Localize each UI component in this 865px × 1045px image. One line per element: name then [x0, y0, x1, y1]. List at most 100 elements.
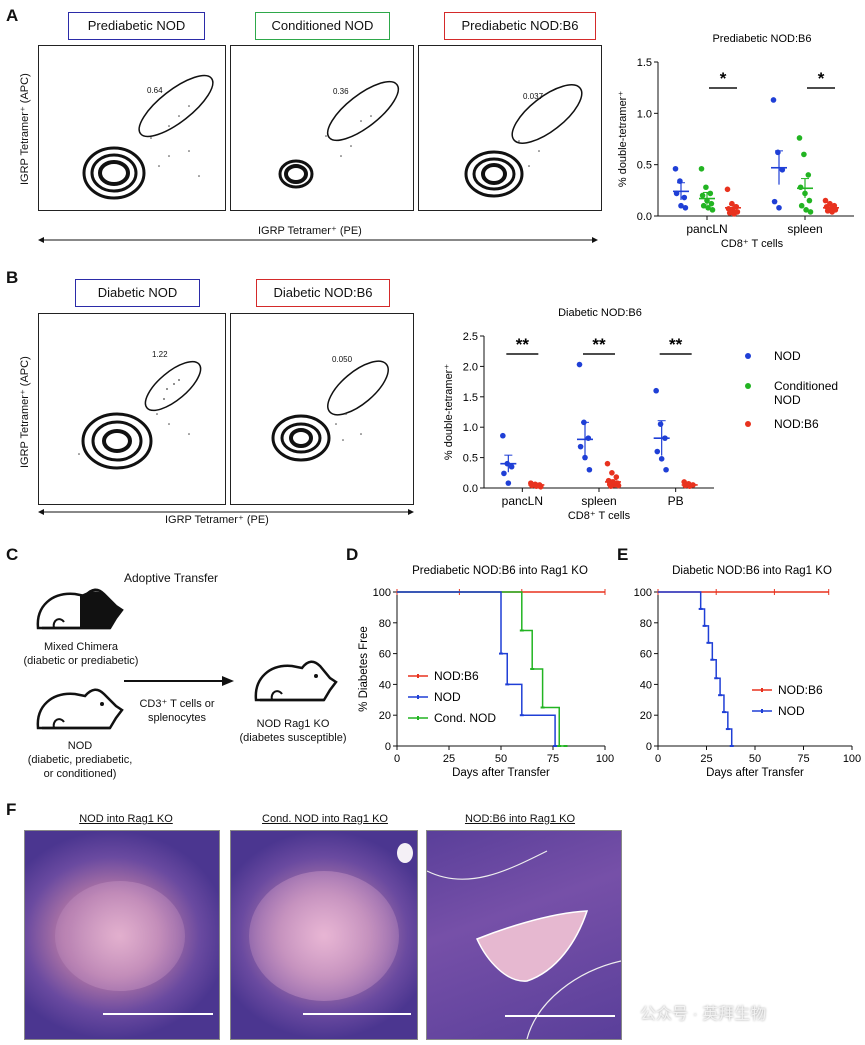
panel-label-e: E [617, 545, 629, 564]
chart-title: Prediabetic NOD:B6 [712, 33, 811, 45]
histology-image-nod-b6 [426, 830, 622, 1040]
data-point [681, 194, 688, 201]
x-tick-label: pancLN [686, 222, 727, 236]
data-point [663, 466, 669, 473]
gate-value-b1: 1.22 [152, 350, 168, 359]
histology-title-1: NOD into Rag1 KO [79, 813, 173, 825]
panel-a-x-arrow [38, 237, 598, 243]
mouse-nod-icon [36, 688, 124, 730]
watermark: 公众号 · 英拜生物 [640, 1006, 767, 1023]
y-tick-label: 1.0 [637, 108, 652, 120]
y-tick-label: 80 [640, 618, 652, 630]
data-point [608, 483, 614, 489]
data-point [806, 197, 813, 204]
x-axis-label: CD8⁺ T cells [568, 510, 631, 522]
flow-plot-a2 [230, 45, 414, 211]
panel-label-b: B [6, 268, 19, 287]
significance-marker: * [818, 69, 825, 88]
data-point [613, 474, 620, 480]
flow-title-a2: Conditioned NOD [255, 12, 390, 40]
data-point [609, 470, 615, 476]
y-tick-label: 1.0 [463, 422, 478, 434]
legend-marker [745, 421, 751, 427]
legend-label: Cond. NOD [434, 711, 496, 725]
chimera-sublabel: (diabetic or prediabetic) [23, 655, 139, 667]
recipient-sublabel: (diabetes susceptible) [239, 732, 347, 744]
mouse-chimera-icon [36, 588, 124, 630]
data-point [508, 463, 515, 470]
panel-a-ylabel: IGRP Tetramer⁺ (APC) [19, 73, 31, 185]
chimera-label: Mixed Chimera [44, 641, 118, 653]
data-point [653, 387, 659, 394]
histology-title-2: Cond. NOD into Rag1 KO [262, 813, 388, 825]
x-tick-label: 25 [700, 753, 712, 765]
x-tick-label: pancLN [502, 494, 543, 508]
mouse-recipient-icon [254, 660, 338, 702]
data-point [796, 135, 803, 141]
data-point [505, 480, 512, 486]
chart-a: Prediabetic NOD:B6 0.0 0.5 1.0 1.5 % double-t… [617, 33, 854, 250]
data-point [771, 198, 778, 205]
histology-image-nod [24, 830, 220, 1040]
flow-plot-a1 [38, 45, 226, 211]
islet-region-2 [249, 871, 399, 1001]
data-point [829, 209, 835, 215]
x-tick-label: 0 [655, 753, 661, 765]
y-tick-label: 40 [379, 679, 391, 691]
panel-b-ylabel: IGRP Tetramer⁺ (APC) [19, 356, 31, 468]
panel-a-xlabel: IGRP Tetramer⁺ (PE) [258, 225, 362, 237]
histology-title-3: NOD:B6 into Rag1 KO [464, 813, 576, 825]
data-point [807, 209, 814, 215]
y-axis-label: % double-tetramer⁺ [617, 91, 629, 187]
data-point [577, 443, 584, 450]
survival-line [658, 591, 733, 746]
arrow-text-2: splenocytes [147, 712, 207, 724]
x-tick-label: spleen [581, 494, 616, 508]
nod-label: NOD [67, 740, 93, 752]
scale-bar-2 [303, 1013, 411, 1015]
data-point [776, 204, 782, 211]
legend-label-nod: NOD [774, 349, 801, 363]
data-point [803, 207, 809, 213]
data-point [501, 470, 507, 477]
data-point [582, 454, 588, 461]
data-point [724, 186, 731, 193]
data-point [770, 97, 777, 103]
data-point [705, 204, 711, 211]
adoptive-transfer-title: Adoptive Transfer [124, 571, 219, 585]
flow-plot-b1 [38, 313, 226, 505]
data-point [798, 202, 805, 209]
y-tick-label: 60 [640, 649, 652, 661]
y-tick-label: 1.5 [463, 392, 478, 404]
y-tick-label: 2.0 [463, 361, 478, 373]
y-tick-label: 1.5 [637, 57, 652, 69]
flow-plot-b2-svg [271, 360, 389, 462]
data-point [726, 210, 733, 216]
data-point [700, 202, 707, 209]
flow-plot-a3-svg [464, 84, 583, 198]
chart-d: Prediabetic NOD:B6 into Rag1 KO 0 20 40 60 80… [358, 565, 614, 779]
legend-label: NOD [434, 690, 461, 704]
panel-b-xlabel: IGRP Tetramer⁺ (PE) [165, 514, 269, 526]
survival-line [397, 591, 566, 747]
islet-region-1 [55, 881, 185, 991]
legend-marker [745, 353, 751, 359]
x-axis-label: CD8⁺ T cells [721, 238, 784, 250]
chart-title: Prediabetic NOD:B6 into Rag1 KO [412, 565, 588, 577]
flow-plot-b2 [230, 313, 414, 505]
data-point [709, 207, 716, 213]
flow-plot-a2-svg [278, 80, 400, 189]
recipient-label: NOD Rag1 KO [256, 718, 330, 730]
data-point [801, 151, 807, 158]
data-point [672, 165, 679, 172]
scale-bar-1 [103, 1013, 213, 1015]
data-point [604, 460, 611, 467]
y-tick-label: 0.0 [463, 483, 478, 495]
x-tick-label: 50 [749, 753, 761, 765]
panel-label-d: D [346, 545, 359, 564]
x-tick-label: 25 [443, 753, 455, 765]
data-point [797, 184, 804, 191]
x-axis-label: Days after Transfer [706, 767, 804, 779]
legend-label-cond-2: NOD [774, 393, 801, 407]
flow-title-b1: Diabetic NOD [75, 279, 200, 307]
